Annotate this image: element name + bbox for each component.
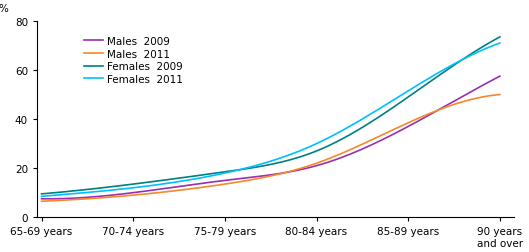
Females  2011: [319, 140, 325, 143]
Females  2009: [425, 82, 431, 85]
Females  2009: [319, 148, 325, 151]
Males  2009: [321, 163, 327, 166]
Females  2011: [39, 195, 45, 198]
Males  2009: [40, 198, 46, 201]
Females  2011: [454, 62, 460, 65]
Text: %: %: [0, 4, 8, 14]
Males  2009: [311, 165, 317, 168]
Males  2011: [40, 200, 46, 203]
Line: Females  2009: Females 2009: [42, 38, 500, 194]
Males  2009: [313, 165, 319, 168]
Males  2011: [425, 113, 431, 116]
Females  2009: [454, 62, 460, 66]
Males  2009: [39, 198, 45, 201]
Males  2009: [497, 75, 503, 78]
Males  2009: [455, 98, 462, 101]
Females  2011: [497, 42, 503, 45]
Males  2011: [497, 94, 503, 97]
Females  2011: [311, 143, 317, 146]
Females  2011: [425, 78, 431, 81]
Males  2011: [39, 200, 45, 203]
Females  2009: [40, 193, 46, 196]
Males  2011: [319, 160, 325, 163]
Males  2009: [44, 198, 51, 201]
Males  2011: [454, 103, 460, 106]
Females  2009: [497, 36, 503, 39]
Males  2009: [426, 114, 433, 117]
Line: Males  2011: Males 2011: [42, 95, 500, 201]
Females  2011: [309, 144, 316, 147]
Females  2009: [309, 151, 316, 154]
Males  2011: [309, 163, 316, 166]
Females  2009: [39, 193, 45, 196]
Line: Females  2011: Females 2011: [42, 44, 500, 197]
Females  2009: [311, 151, 317, 154]
Males  2011: [311, 163, 317, 166]
Line: Males  2009: Males 2009: [42, 77, 500, 199]
Legend: Males  2009, Males  2011, Females  2009, Females  2011: Males 2009, Males 2011, Females 2009, Fe…: [80, 33, 187, 89]
Females  2011: [40, 195, 46, 198]
